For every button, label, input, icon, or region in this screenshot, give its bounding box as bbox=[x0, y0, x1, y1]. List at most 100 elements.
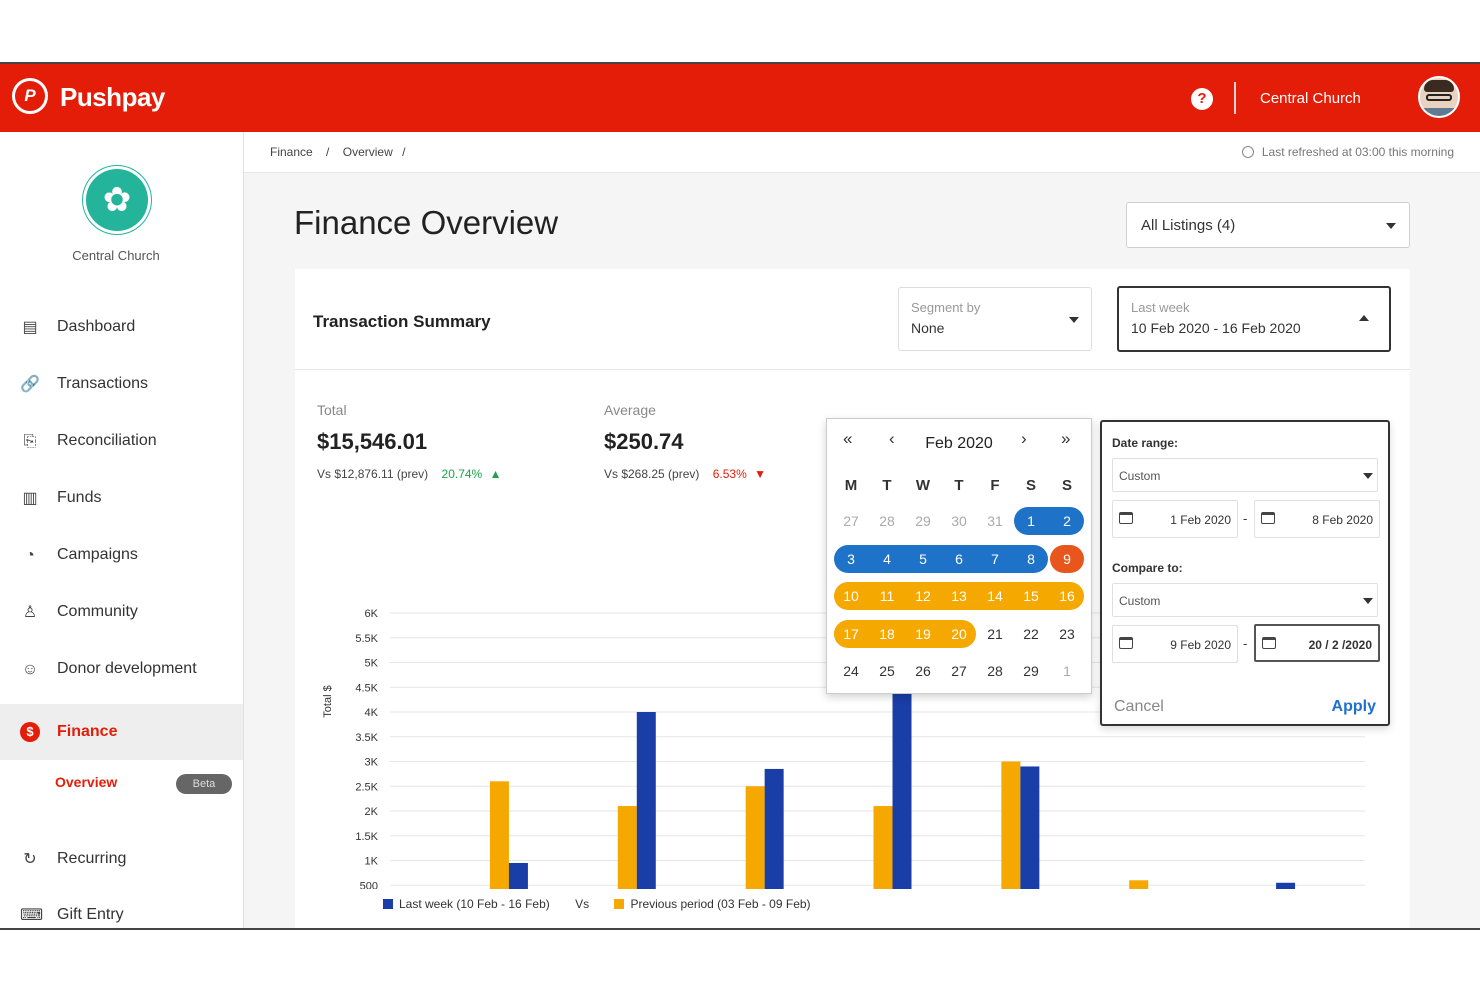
calendar-day[interactable]: 24 bbox=[843, 663, 859, 679]
date-range-type-select[interactable]: Custom bbox=[1112, 458, 1378, 492]
arrow-down-icon: ▼ bbox=[754, 467, 766, 481]
average-prev: Vs $268.25 (prev) 6.53% ▼ bbox=[604, 467, 766, 481]
date-range-panel: Date range: Custom 1 Feb 2020 - 8 Feb 20… bbox=[1100, 420, 1390, 726]
date-range-label: Date range: bbox=[1112, 436, 1179, 450]
brand-name[interactable]: Pushpay bbox=[60, 82, 165, 112]
date-range-select[interactable]: Last week 10 Feb 2020 - 16 Feb 2020 bbox=[1117, 286, 1391, 352]
date-range-type-value: Custom bbox=[1119, 469, 1161, 483]
calendar-day[interactable]: 6 bbox=[955, 550, 963, 567]
sidebar-item-transactions[interactable]: 🔗 Transactions bbox=[0, 363, 243, 407]
calendar-day[interactable]: 19 bbox=[915, 625, 931, 642]
calendar-day[interactable]: 26 bbox=[915, 663, 931, 679]
compare-from-input[interactable]: 9 Feb 2020 bbox=[1112, 625, 1238, 663]
reconciliation-icon: ⎘ bbox=[23, 433, 37, 450]
calendar-day[interactable]: 13 bbox=[951, 588, 967, 604]
calendar-day[interactable]: 1 bbox=[1027, 513, 1035, 529]
sidebar-item-donor-development[interactable]: ☺ Donor development bbox=[0, 648, 243, 692]
calendar-day[interactable]: 8 bbox=[1027, 550, 1035, 567]
sidebar-item-campaigns[interactable]: ◔ Campaigns bbox=[0, 534, 243, 578]
campaigns-icon: ◔ bbox=[25, 547, 35, 564]
calendar-weekday: S bbox=[1025, 477, 1036, 494]
total-pct: 20.74% bbox=[441, 467, 483, 481]
sidebar-item-gift-entry[interactable]: ⌨ Gift Entry bbox=[0, 894, 243, 928]
bar-chart: 05001K1.5K2K2.5K3K3.5K4K4.5K5K5.5K6KTota… bbox=[322, 608, 1365, 889]
cancel-button[interactable]: Cancel bbox=[1114, 698, 1164, 715]
prev-month-icon[interactable]: ‹ bbox=[889, 429, 895, 448]
bar-thu-series-1 bbox=[892, 687, 912, 889]
y-tick-label: 2K bbox=[365, 806, 379, 818]
compare-type-value: Custom bbox=[1119, 594, 1161, 608]
listings-select[interactable]: All Listings (4) bbox=[1126, 202, 1410, 248]
sidebar-item-dashboard[interactable]: ▤ Dashboard bbox=[0, 306, 243, 350]
pushpay-logo-icon[interactable]: P bbox=[12, 78, 48, 114]
first-month-icon[interactable]: « bbox=[843, 429, 853, 448]
sidebar-subitem-overview[interactable]: Overview bbox=[55, 774, 118, 790]
last-month-icon[interactable]: » bbox=[1061, 429, 1071, 448]
church-name: Central Church bbox=[72, 248, 160, 263]
calendar-day[interactable]: 21 bbox=[987, 625, 1003, 642]
chevron-down-icon bbox=[1069, 317, 1079, 323]
calendar-day[interactable]: 31 bbox=[987, 513, 1003, 529]
avatar[interactable] bbox=[1418, 76, 1460, 118]
calendar-day[interactable]: 17 bbox=[843, 625, 859, 642]
calendar-day[interactable]: 2 bbox=[1063, 513, 1071, 529]
compare-label: Compare to: bbox=[1112, 561, 1183, 575]
calendar-day[interactable]: 28 bbox=[987, 663, 1003, 679]
sidebar-item-label: Finance bbox=[57, 723, 118, 740]
y-tick-label: 5K bbox=[365, 658, 379, 670]
funds-icon: ▥ bbox=[22, 490, 38, 507]
calendar-day[interactable]: 15 bbox=[1023, 588, 1039, 604]
calendar-day[interactable]: 12 bbox=[915, 588, 931, 604]
calendar-day[interactable]: 11 bbox=[879, 588, 895, 604]
breadcrumb-finance[interactable]: Finance bbox=[270, 145, 313, 159]
calendar-day[interactable]: 16 bbox=[1059, 588, 1075, 604]
calendar-day[interactable]: 25 bbox=[879, 663, 895, 679]
next-month-icon[interactable]: › bbox=[1021, 429, 1027, 448]
divider bbox=[1234, 82, 1236, 114]
total-prev: Vs $12,876.11 (prev) 20.74% ▲ bbox=[317, 467, 501, 481]
calendar-day[interactable]: 3 bbox=[847, 550, 855, 567]
calendar-day[interactable]: 27 bbox=[843, 513, 859, 529]
calendar-day[interactable]: 9 bbox=[1063, 550, 1071, 567]
range-to-input[interactable]: 8 Feb 2020 bbox=[1254, 500, 1380, 538]
calendar-day[interactable]: 10 bbox=[843, 588, 859, 604]
total-value: $15,546.01 bbox=[317, 429, 428, 454]
church-switcher[interactable]: Central Church bbox=[1260, 90, 1361, 107]
breadcrumb-overview[interactable]: Overview bbox=[342, 145, 393, 159]
calendar-day[interactable]: 5 bbox=[919, 550, 927, 567]
sidebar-item-community[interactable]: ♙ Community bbox=[0, 591, 243, 635]
calendar-day[interactable]: 29 bbox=[915, 513, 931, 529]
sidebar-item-reconciliation[interactable]: ⎘ Reconciliation bbox=[0, 420, 243, 464]
breadcrumb-separator: / bbox=[402, 145, 406, 159]
calendar-day[interactable]: 29 bbox=[1023, 663, 1039, 679]
calendar-range-highlight bbox=[834, 544, 1048, 573]
segment-by-select[interactable]: Segment by None bbox=[898, 287, 1092, 351]
calendar-day[interactable]: 30 bbox=[951, 513, 967, 529]
calendar-day[interactable]: 28 bbox=[879, 513, 895, 529]
date-range-caption: Last week bbox=[1131, 300, 1190, 315]
y-tick-label: 4K bbox=[365, 707, 379, 719]
calendar-weekday: F bbox=[990, 477, 1000, 494]
calendar-day[interactable]: 14 bbox=[987, 588, 1003, 604]
segment-value: None bbox=[911, 320, 945, 336]
calendar-day[interactable]: 22 bbox=[1023, 625, 1039, 642]
help-icon[interactable]: ? bbox=[1191, 88, 1213, 110]
segment-caption: Segment by bbox=[911, 300, 981, 315]
calendar-day[interactable]: 20 bbox=[951, 625, 967, 642]
calendar-day[interactable]: 23 bbox=[1059, 625, 1075, 642]
top-bar: P Pushpay ? Central Church bbox=[0, 64, 1480, 132]
sidebar-item-funds[interactable]: ▥ Funds bbox=[0, 477, 243, 521]
calendar-day[interactable]: 7 bbox=[991, 550, 999, 567]
compare-type-select[interactable]: Custom bbox=[1112, 583, 1378, 617]
bar-thu-series-0 bbox=[873, 806, 893, 889]
apply-button[interactable]: Apply bbox=[1331, 698, 1376, 715]
calendar-day[interactable]: 1 bbox=[1063, 663, 1071, 679]
sidebar-item-label: Campaigns bbox=[57, 546, 138, 563]
calendar-day[interactable]: 4 bbox=[883, 550, 891, 567]
sidebar-item-finance[interactable]: $ Finance bbox=[0, 704, 243, 760]
calendar-day[interactable]: 27 bbox=[951, 663, 967, 679]
sidebar-item-recurring[interactable]: ↻ Recurring bbox=[0, 838, 243, 882]
calendar-day[interactable]: 18 bbox=[879, 625, 895, 642]
compare-to-input[interactable]: 20 / 2 /2020 bbox=[1254, 624, 1380, 662]
range-from-input[interactable]: 1 Feb 2020 bbox=[1112, 500, 1238, 538]
